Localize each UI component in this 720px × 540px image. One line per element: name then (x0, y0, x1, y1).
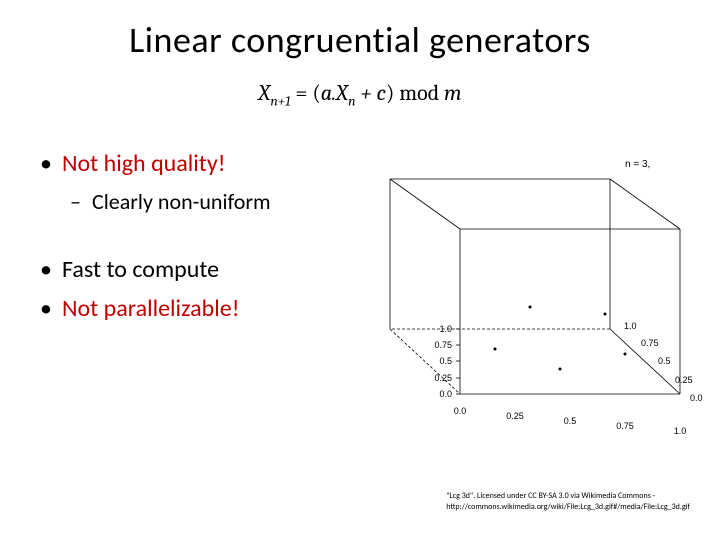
formula-m: m (444, 80, 462, 106)
svg-text:0.25: 0.25 (675, 375, 693, 385)
bullet-quality-text: Not high quality! (62, 149, 226, 178)
svg-text:1.0: 1.0 (439, 324, 452, 334)
bullet-nonuniform: Clearly non-uniform (70, 188, 340, 215)
formula-rhs-sub: n (348, 92, 355, 109)
bullet-quality: Not high quality! (40, 149, 340, 178)
formula-mod: mod (394, 80, 444, 106)
formula-plus: + c (356, 80, 386, 106)
bullet-parallel: Not parallelizable! (40, 294, 340, 323)
svg-text:1.0: 1.0 (674, 426, 687, 436)
bullet-fast: Fast to compute (40, 255, 340, 284)
cube-figure: 1.00.750.50.250.00.00.250.50.751.00.00.2… (350, 139, 710, 449)
slide-title: Linear congruential generators (40, 18, 680, 62)
svg-text:0.75: 0.75 (641, 338, 659, 348)
svg-text:0.5: 0.5 (564, 416, 577, 426)
formula-a: a. (321, 80, 336, 106)
formula-rhs-var: X (336, 80, 348, 106)
formula-eq: = (291, 80, 313, 106)
svg-text:n = 3,: n = 3, (625, 159, 650, 170)
svg-text:0.25: 0.25 (434, 373, 452, 383)
formula-lhs-sub: n+1 (270, 92, 290, 109)
svg-text:0.0: 0.0 (690, 393, 703, 403)
svg-text:1.0: 1.0 (624, 321, 637, 331)
cube-svg: 1.00.750.50.250.00.00.250.50.751.00.00.2… (350, 139, 710, 449)
svg-text:0.0: 0.0 (454, 406, 467, 416)
svg-text:0.0: 0.0 (439, 389, 452, 399)
svg-text:0.75: 0.75 (434, 340, 452, 350)
svg-text:0.5: 0.5 (439, 356, 452, 366)
svg-text:0.75: 0.75 (616, 421, 634, 431)
attribution: "Lcg 3d". Licensed under CC BY-SA 3.0 vi… (446, 491, 690, 512)
formula: Xn+1 = (a.Xn + c) mod m (40, 80, 680, 109)
content-row: Not high quality! Clearly non-uniform Fa… (40, 139, 680, 449)
bullet-parallel-text: Not parallelizable! (62, 294, 240, 323)
attribution-line1: "Lcg 3d". Licensed under CC BY-SA 3.0 vi… (446, 491, 690, 501)
slide: Linear congruential generators Xn+1 = (a… (0, 0, 720, 540)
formula-lparen: ( (312, 80, 320, 106)
bullet-list: Not high quality! Clearly non-uniform Fa… (40, 139, 340, 333)
formula-lhs-var: X (258, 80, 270, 106)
attribution-line2: http://commons.wikimedia.org/wiki/File:L… (446, 502, 690, 512)
svg-text:0.25: 0.25 (506, 411, 524, 421)
svg-text:0.5: 0.5 (658, 356, 671, 366)
